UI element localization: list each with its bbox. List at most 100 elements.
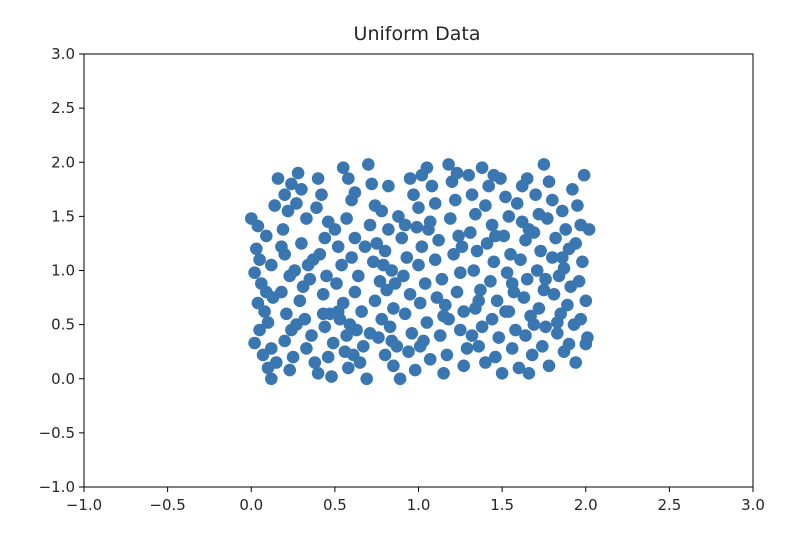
scatter-point — [465, 188, 479, 201]
scatter-point — [271, 172, 285, 185]
scatter-point — [492, 331, 506, 344]
scatter-point — [336, 161, 350, 174]
scatter-point — [475, 161, 489, 174]
scatter-point — [433, 329, 447, 342]
scatter-point — [530, 264, 544, 277]
scatter-point — [408, 363, 422, 377]
scatter-point — [318, 231, 332, 245]
scatter-point — [464, 226, 477, 239]
scatter-point — [425, 179, 439, 193]
scatter-point — [382, 179, 395, 193]
scatter-point — [541, 212, 554, 225]
scatter-point — [413, 296, 427, 310]
scatter-point — [320, 269, 333, 283]
scatter-point — [345, 251, 358, 264]
scatter-point — [536, 340, 549, 353]
scatter-point — [306, 253, 320, 266]
scatter-point — [487, 168, 501, 182]
scatter-point — [515, 179, 529, 193]
y-tick-label: 2.0 — [51, 153, 75, 171]
scatter-point — [383, 320, 397, 334]
scatter-point — [251, 219, 265, 233]
scatter-point — [437, 367, 450, 380]
scatter-point — [490, 294, 504, 308]
scatter-point — [290, 318, 303, 331]
scatter-point — [522, 223, 536, 236]
scatter-point — [410, 220, 424, 234]
scatter-point — [348, 231, 362, 245]
scatter-point — [537, 283, 551, 297]
scatter-point — [484, 275, 497, 288]
scatter-point — [571, 199, 584, 212]
scatter-point — [450, 166, 464, 180]
scatter-point — [362, 158, 375, 171]
scatter-point — [435, 272, 449, 286]
scatter-point — [539, 272, 552, 286]
scatter-point — [395, 231, 409, 245]
scatter-point — [519, 233, 532, 247]
scatter-point — [315, 188, 328, 201]
scatter-point — [527, 318, 541, 331]
y-tick-label: −0.5 — [39, 424, 75, 442]
scatter-point — [462, 168, 476, 182]
scatter-point — [562, 337, 576, 351]
scatter-point — [393, 372, 407, 386]
scatter-point — [311, 367, 325, 380]
scatter-point — [469, 207, 482, 221]
scatter-point — [412, 258, 425, 272]
scatter-point — [572, 275, 586, 288]
scatter-point — [489, 229, 502, 243]
scatter-point — [549, 231, 562, 245]
scatter-point — [283, 363, 297, 377]
y-tick-label: −1.0 — [39, 478, 75, 496]
scatter-point — [474, 283, 487, 297]
scatter-point — [467, 264, 481, 277]
scatter-point — [375, 204, 389, 218]
scatter-point — [355, 305, 368, 318]
scatter-point — [295, 183, 308, 196]
y-tick-label: 3.0 — [51, 45, 75, 63]
scatter-point — [367, 255, 380, 269]
scatter-point — [278, 334, 292, 348]
scatter-point — [430, 291, 444, 304]
scatter-point — [378, 244, 392, 258]
scatter-point — [487, 255, 501, 269]
scatter-point — [342, 361, 355, 375]
scatter-point — [452, 229, 465, 243]
scatter-point — [454, 323, 467, 337]
scatter-point — [248, 266, 261, 280]
scatter-point — [582, 223, 596, 236]
y-tick-label: 1.0 — [51, 262, 75, 280]
scatter-point — [352, 269, 365, 283]
scatter-point — [270, 356, 283, 369]
x-tick-label: 3.0 — [741, 496, 765, 514]
scatter-point — [308, 356, 322, 369]
scatter-point — [261, 316, 275, 329]
scatter-point — [529, 188, 542, 201]
scatter-point — [551, 327, 564, 340]
scatter-point — [249, 242, 263, 256]
x-tick-label: −1.0 — [66, 496, 102, 514]
scatter-point — [311, 172, 325, 185]
scatter-point — [248, 336, 261, 350]
scatter-point — [403, 288, 417, 301]
scatter-point — [569, 356, 582, 369]
scatter-point — [440, 348, 454, 362]
scatter-point — [537, 158, 551, 171]
scatter-point — [253, 253, 266, 266]
scatter-point — [534, 244, 547, 258]
scatter-point — [576, 255, 589, 269]
scatter-point — [280, 307, 293, 321]
scatter-point — [403, 172, 417, 185]
scatter-point — [439, 298, 452, 312]
scatter-point — [566, 183, 579, 196]
scatter-point — [480, 237, 494, 250]
scatter-point — [363, 218, 377, 232]
scatter-point — [278, 188, 292, 201]
scatter-point — [316, 288, 330, 301]
scatter-point — [275, 240, 288, 253]
scatter-point — [305, 329, 318, 342]
chart-title: Uniform Data — [354, 23, 481, 45]
